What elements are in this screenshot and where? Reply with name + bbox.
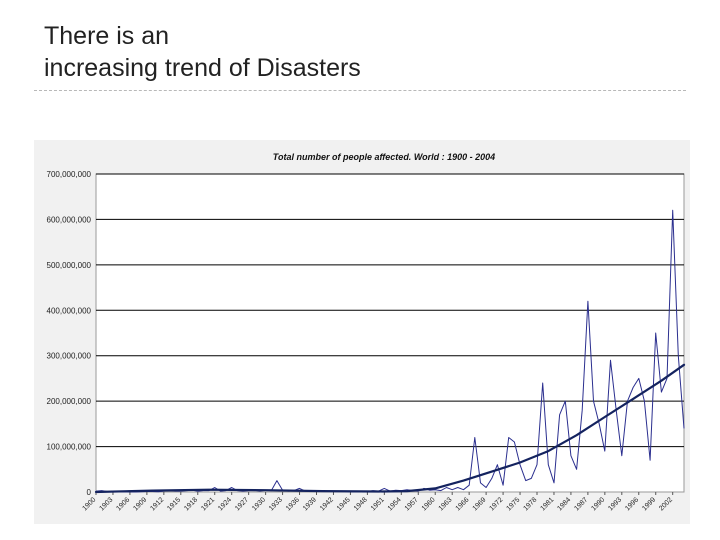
y-tick-label: 400,000,000 <box>47 306 92 315</box>
x-tick-label: 1978 <box>522 496 538 512</box>
x-tick-label: 1915 <box>166 496 182 512</box>
x-tick-label: 1966 <box>455 496 471 512</box>
x-tick-label: 1981 <box>539 496 555 512</box>
x-tick-label: 1984 <box>556 496 572 512</box>
series-line-trend <box>94 363 686 494</box>
y-tick-label: 100,000,000 <box>47 443 92 452</box>
x-tick-label: 1927 <box>234 496 250 512</box>
x-tick-label: 1933 <box>268 496 284 512</box>
y-tick-label: 700,000,000 <box>47 170 92 179</box>
x-tick-label: 1942 <box>319 496 335 512</box>
x-tick-label: 2002 <box>658 496 674 512</box>
x-tick-label: 1987 <box>573 496 589 512</box>
plot-area <box>95 173 685 493</box>
x-tick-label: 1912 <box>149 496 165 512</box>
slide-title-line-1: There is an <box>44 22 170 50</box>
slide-title-line-2: increasing trend of Disasters <box>44 54 361 82</box>
x-tick-label: 1963 <box>438 496 454 512</box>
y-tick-label: 300,000,000 <box>47 352 92 361</box>
x-tick-label: 1972 <box>489 496 505 512</box>
y-tick-label: 200,000,000 <box>47 397 92 406</box>
x-tick-label: 1924 <box>217 496 233 512</box>
x-tick-label: 1900 <box>81 496 97 512</box>
x-tick-label: 1939 <box>302 496 318 512</box>
x-tick-label: 1951 <box>370 496 386 512</box>
disaster-affected-line-chart: Total number of people affected. World :… <box>47 152 686 512</box>
x-tick-label: 1948 <box>353 496 369 512</box>
x-tick-label: 1903 <box>98 496 114 512</box>
y-tick-label: 600,000,000 <box>47 215 92 224</box>
x-tick-label: 1918 <box>183 496 199 512</box>
x-tick-label: 1957 <box>404 496 420 512</box>
chart-panel: Total number of people affected. World :… <box>34 140 690 524</box>
x-tick-label: 1909 <box>132 496 148 512</box>
x-tick-label: 1954 <box>387 496 403 512</box>
title-divider <box>34 90 686 91</box>
y-tick-label: 0 <box>87 488 92 497</box>
x-tick-label: 1969 <box>472 496 488 512</box>
slide-title: There is an increasing trend of Disaster… <box>44 20 684 84</box>
x-tick-label: 1999 <box>641 496 657 512</box>
chart-title: Total number of people affected. World :… <box>273 152 495 162</box>
x-tick-label: 1993 <box>607 496 623 512</box>
x-tick-label: 1936 <box>285 496 301 512</box>
x-tick-label: 1921 <box>200 496 216 512</box>
x-tick-label: 1930 <box>251 496 267 512</box>
y-tick-label: 500,000,000 <box>47 261 92 270</box>
x-tick-label: 1996 <box>624 496 640 512</box>
x-tick-label: 1906 <box>115 496 131 512</box>
x-tick-label: 1975 <box>505 496 521 512</box>
x-tick-label: 1960 <box>421 496 437 512</box>
x-tick-label: 1945 <box>336 496 352 512</box>
x-tick-label: 1990 <box>590 496 606 512</box>
